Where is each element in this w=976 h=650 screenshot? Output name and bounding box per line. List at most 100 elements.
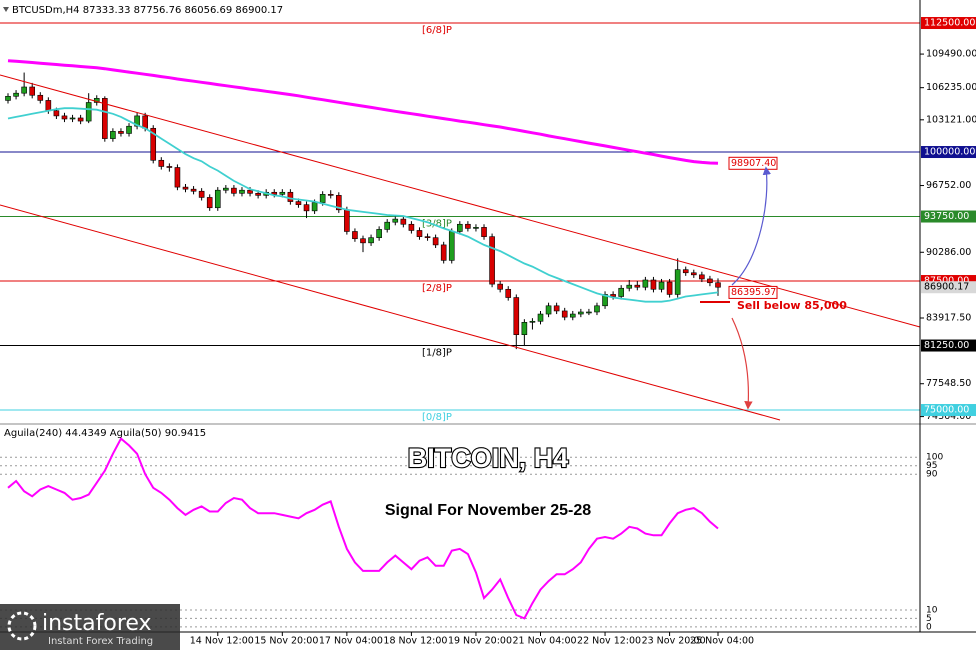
y-tick-label: 96752.00	[926, 180, 971, 191]
x-tick-label: 25 Nov 04:00	[690, 636, 754, 647]
candle-body	[110, 131, 116, 139]
price-marker-box	[728, 156, 778, 170]
candle-body	[674, 269, 681, 295]
candle-body	[29, 86, 36, 96]
moving-average	[7, 107, 719, 303]
candle-body	[489, 236, 495, 285]
candle-body	[360, 238, 366, 244]
level-axis-label: 81250.00	[924, 340, 969, 351]
x-tick-label: 19 Nov 20:00	[448, 636, 512, 647]
candle-body	[239, 189, 245, 194]
logo-background	[0, 604, 180, 650]
candle-body	[448, 231, 455, 261]
level-name: [2/8]P	[422, 283, 452, 294]
candle-body	[610, 294, 616, 297]
level-name: [3/8]P	[422, 219, 452, 230]
candle-body	[206, 197, 213, 209]
candle-body	[618, 287, 624, 297]
candle-body	[368, 237, 374, 244]
current-price-box	[921, 281, 976, 294]
channel-lower	[0, 204, 781, 421]
indicator-tick-label: 90	[926, 470, 938, 480]
x-tick-label: 14 Nov 12:00	[190, 636, 254, 647]
candle-body	[303, 204, 310, 212]
candle-body	[118, 131, 124, 134]
y-tick-label: 103121.00	[926, 114, 976, 125]
x-tick-label: 21 Nov 04:00	[513, 636, 577, 647]
candle-body	[505, 288, 512, 298]
candle-body	[561, 310, 568, 318]
candle-body	[416, 230, 423, 237]
level-name: [1/8]P	[422, 348, 452, 359]
indicator-tick-label: 95	[926, 461, 937, 471]
candle-body	[408, 223, 415, 231]
x-tick-label: 22 Nov 12:00	[577, 636, 641, 647]
candle-body	[287, 191, 294, 202]
candle-body	[384, 221, 391, 230]
candle-body	[174, 167, 181, 188]
candle-body	[553, 305, 560, 312]
x-tick-label: 18 Nov 12:00	[383, 636, 447, 647]
logo: instaforex Instant Forex Trading	[0, 604, 180, 650]
candle-body	[424, 236, 431, 238]
channel-upper	[0, 74, 921, 328]
price-marker-box	[728, 285, 778, 299]
level-axis-label: 100000.00	[924, 147, 975, 158]
candle-body	[166, 166, 173, 168]
candle-body	[255, 193, 261, 196]
indicator-tick-label: 0	[926, 622, 932, 632]
candle-body	[214, 189, 221, 209]
logo-tagline: Instant Forex Trading	[48, 636, 153, 647]
candle-body	[102, 98, 108, 139]
candle-body	[578, 311, 584, 315]
candle-body	[666, 281, 673, 295]
candle-body	[37, 94, 44, 101]
x-tick-label: 23 Nov 20:00	[642, 636, 706, 647]
candle-body	[481, 227, 487, 237]
candle-body	[715, 282, 721, 288]
candle-body	[682, 269, 689, 274]
candle-body	[699, 274, 705, 280]
level-axis-box	[921, 146, 976, 159]
candle-body	[53, 110, 60, 117]
level-axis-label: 112500.00	[924, 18, 975, 29]
y-tick-label: 106235.00	[926, 82, 976, 93]
price-marker-label: 86395.97	[731, 287, 776, 298]
y-tick-label: 77548.50	[926, 378, 971, 389]
candle-body	[513, 297, 520, 335]
candle-body	[142, 115, 148, 129]
indicator-tick-label: 100	[926, 453, 943, 463]
candle-body	[690, 272, 697, 276]
candle-body	[529, 320, 536, 323]
arrow-up	[731, 166, 771, 286]
candle-body	[352, 231, 358, 240]
candle-body	[594, 305, 600, 313]
candle-body	[602, 294, 608, 307]
candle-body	[569, 313, 576, 318]
candle-body	[45, 100, 52, 112]
candle-body	[158, 159, 165, 167]
indicator-line	[7, 437, 719, 620]
candle-body	[295, 201, 302, 205]
level-name: [6/8]P	[422, 25, 452, 36]
candle-body	[432, 237, 439, 246]
candle-body	[85, 102, 92, 122]
chart-title: BTCUSDm,H4 87333.33 87756.76 86056.69 86…	[12, 5, 283, 16]
candle-body	[376, 229, 382, 238]
candle-body	[537, 313, 544, 322]
moving-average	[7, 59, 719, 165]
candle-body	[465, 223, 471, 229]
candle-body	[126, 125, 132, 134]
candle-body	[626, 284, 633, 289]
candle-body	[545, 305, 552, 315]
level-axis-box	[921, 339, 976, 352]
candle-body	[327, 194, 334, 196]
candle-body	[271, 191, 278, 195]
x-tick-label: 15 Nov 20:00	[254, 636, 318, 647]
candle-body	[400, 218, 407, 225]
level-axis-box	[921, 404, 976, 417]
current-price-label: 86900.17	[924, 282, 969, 293]
level-axis-label: 93750.00	[924, 211, 969, 222]
